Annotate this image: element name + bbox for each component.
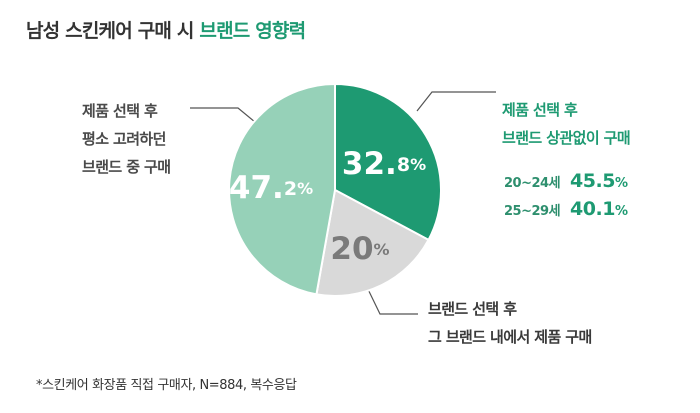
leader-line-brand-first — [363, 280, 418, 315]
label-line: 제품 선택 후 — [82, 102, 158, 120]
slice-value-label: 47.2% — [229, 170, 313, 206]
slice-label-brand-first: 브랜드 선택 후 그 브랜드 내에서 제품 구매 — [428, 295, 592, 351]
slice-value-label: 20% — [330, 231, 389, 267]
leader-line-considered-brand — [190, 107, 256, 123]
slice-value-label: 32.8% — [342, 146, 426, 182]
slice-brand-irrelevant — [334, 82, 442, 242]
slice-label-considered-brand: 제품 선택 후 평소 고려하던 브랜드 중 구매 — [82, 97, 171, 181]
slice-brand-first — [315, 188, 430, 297]
label-line: 평소 고려하던 — [82, 130, 166, 148]
label-line: 브랜드 상관없이 구매 — [502, 129, 631, 147]
age-group-value: 40.1 — [570, 198, 615, 220]
leader-line-brand-irrelevant — [416, 91, 496, 112]
age-group-label: 25~29세 — [504, 204, 561, 219]
age-breakdown-row: 20~24세 45.5% — [504, 170, 628, 192]
label-line: 브랜드 선택 후 — [428, 300, 517, 318]
age-group-unit: % — [614, 176, 628, 191]
slice-label-brand-irrelevant: 제품 선택 후 브랜드 상관없이 구매 — [502, 96, 631, 152]
title-highlight: 브랜드 영향력 — [199, 20, 306, 42]
age-group-value: 45.5 — [570, 170, 615, 192]
label-line: 제품 선택 후 — [502, 101, 578, 119]
chart-title: 남성 스킨케어 구매 시 브랜드 영향력 — [26, 16, 306, 43]
title-prefix: 남성 스킨케어 구매 시 — [26, 20, 200, 42]
age-breakdown-row: 25~29세 40.1% — [504, 198, 628, 220]
label-line: 브랜드 중 구매 — [82, 158, 171, 176]
age-group-unit: % — [614, 204, 628, 219]
label-line: 그 브랜드 내에서 제품 구매 — [428, 328, 592, 346]
slice-considered-brand — [228, 82, 336, 296]
age-group-label: 20~24세 — [504, 176, 561, 191]
footnote: *스킨케어 화장품 직접 구매자, N=884, 복수응답 — [36, 378, 297, 393]
